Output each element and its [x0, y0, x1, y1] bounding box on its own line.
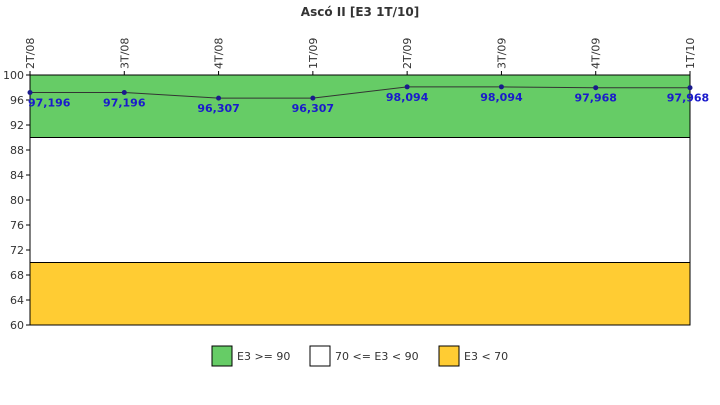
band-0 [29, 74, 691, 138]
legend-label-1: 70 <= E3 < 90 [335, 350, 419, 363]
y-tick-label: 84 [10, 169, 24, 182]
x-tick-label: 4T/09 [590, 38, 603, 69]
data-point [216, 95, 222, 101]
data-label: 97,196 [103, 97, 146, 110]
y-tick-label: 88 [10, 144, 24, 157]
legend-swatch-1 [309, 345, 331, 367]
band-2 [29, 262, 691, 326]
x-tick-label: 3T/08 [118, 38, 131, 69]
y-tick-label: 64 [10, 294, 24, 307]
data-label: 97,968 [574, 92, 616, 105]
y-tick-label: 68 [10, 269, 24, 282]
data-point [121, 90, 127, 96]
data-label: 97,968 [667, 92, 709, 105]
data-point [404, 84, 410, 90]
y-tick-label: 72 [10, 244, 24, 257]
y-tick-label: 100 [3, 69, 24, 82]
x-tick-label: 2T/09 [401, 38, 414, 69]
x-tick-label: 3T/09 [495, 38, 508, 69]
data-label: 97,196 [28, 97, 71, 110]
band-1 [29, 137, 691, 263]
x-tick-label: 4T/08 [213, 38, 226, 69]
y-tick-label: 92 [10, 119, 24, 132]
data-label: 98,094 [480, 91, 523, 104]
data-point [27, 90, 33, 96]
legend-label-0: E3 >= 90 [237, 350, 290, 363]
x-tick-label: 1T/09 [307, 38, 320, 69]
data-label: 96,307 [197, 102, 239, 115]
data-point [498, 84, 504, 90]
data-point [687, 85, 693, 91]
y-tick-label: 96 [10, 94, 24, 107]
series-line [30, 86, 690, 99]
y-tick-label: 60 [10, 319, 24, 332]
y-tick-label: 76 [10, 219, 24, 232]
legend-swatch-2 [438, 345, 460, 367]
x-tick-label: 1T/10 [684, 38, 697, 69]
data-label: 96,307 [292, 102, 334, 115]
legend: E3 >= 90 70 <= E3 < 90 E3 < 70 [211, 345, 508, 367]
y-tick-label: 80 [10, 194, 24, 207]
data-point [593, 85, 599, 91]
chart-title: Ascó II [E3 1T/10] [301, 5, 419, 19]
data-label: 98,094 [386, 91, 429, 104]
legend-swatch-0 [211, 345, 233, 367]
data-point [310, 95, 316, 101]
x-tick-label: 2T/08 [24, 38, 37, 69]
legend-label-2: E3 < 70 [464, 350, 508, 363]
